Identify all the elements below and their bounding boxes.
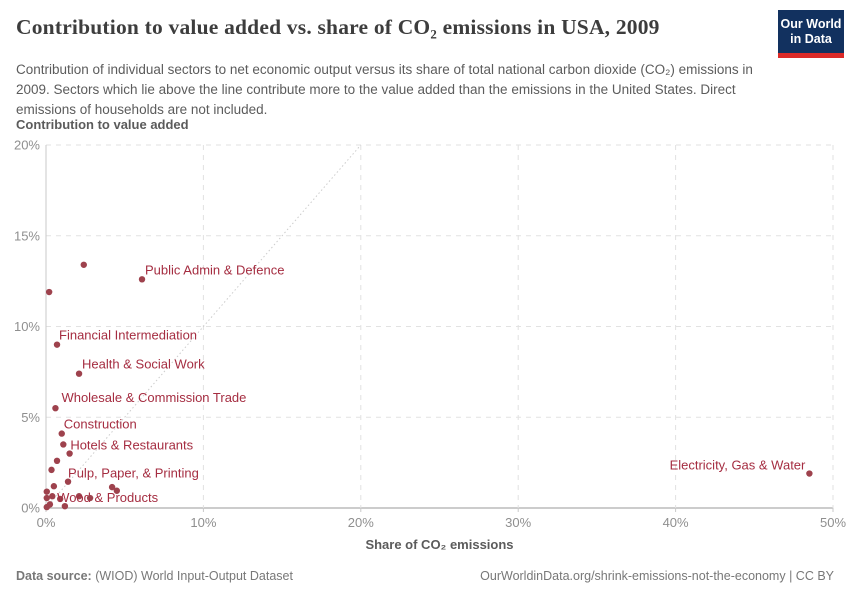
scatter-point[interactable] bbox=[64, 478, 72, 485]
point-label: Financial Intermediation bbox=[59, 328, 197, 343]
scatter-point[interactable] bbox=[75, 493, 83, 500]
x-axis-title: Share of CO₂ emissions bbox=[365, 537, 514, 552]
point-label: Public Admin & Defence bbox=[145, 262, 284, 277]
scatter-point[interactable] bbox=[45, 288, 53, 296]
point-label: Construction bbox=[64, 417, 137, 432]
scatter-point[interactable] bbox=[50, 483, 58, 490]
owid-logo-line2: in Data bbox=[790, 32, 832, 46]
point-label: Electricity, Gas & Water bbox=[670, 458, 806, 473]
equality-diagonal-line bbox=[45, 144, 362, 509]
scatter-point[interactable] bbox=[80, 261, 87, 268]
owid-logo-line1: Our World bbox=[780, 17, 842, 31]
scatter-point[interactable] bbox=[806, 470, 813, 477]
x-tick-label: 10% bbox=[190, 515, 216, 530]
point-label: Wood & Products bbox=[57, 490, 158, 505]
x-tick-label: 0% bbox=[37, 515, 56, 530]
scatter-point[interactable] bbox=[58, 430, 65, 437]
y-tick-label: 5% bbox=[21, 410, 40, 425]
scatter-point[interactable] bbox=[60, 441, 67, 448]
point-label: Health & Social Work bbox=[82, 357, 205, 372]
point-label: Hotels & Restaurants bbox=[70, 437, 193, 452]
chart-subtitle: Contribution of individual sectors to ne… bbox=[16, 62, 753, 117]
scatter-point[interactable] bbox=[66, 450, 73, 457]
scatter-point[interactable] bbox=[86, 494, 94, 502]
scatter-point[interactable] bbox=[43, 503, 50, 511]
credit-link[interactable]: OurWorldinData.org/shrink-emissions-not-… bbox=[480, 569, 834, 583]
scatter-point[interactable] bbox=[52, 404, 59, 412]
data-source-text: (WIOD) World Input-Output Dataset bbox=[91, 569, 293, 583]
scatter-point[interactable] bbox=[48, 466, 55, 474]
scatter-point[interactable] bbox=[75, 370, 83, 377]
owid-logo[interactable]: Our World in Data bbox=[778, 10, 844, 58]
data-source-label: Data source: bbox=[16, 569, 92, 583]
chart-footer: Data source: (WIOD) World Input-Output D… bbox=[16, 569, 834, 583]
scatter-point[interactable] bbox=[113, 487, 121, 494]
scatter-point[interactable] bbox=[49, 493, 56, 500]
y-tick-label: 10% bbox=[14, 319, 40, 334]
scatter-point[interactable] bbox=[61, 502, 69, 510]
scatter-point[interactable] bbox=[56, 495, 64, 503]
point-label: Wholesale & Commission Trade bbox=[61, 390, 246, 405]
scatter-point[interactable] bbox=[138, 276, 146, 283]
x-tick-label: 50% bbox=[820, 515, 846, 530]
scatter-point[interactable] bbox=[53, 457, 61, 465]
scatter-point[interactable] bbox=[53, 341, 61, 348]
y-axis-title: Contribution to value added bbox=[16, 117, 189, 132]
scatter-point[interactable] bbox=[43, 494, 50, 502]
point-label: Pulp, Paper, & Printing bbox=[68, 466, 199, 481]
y-tick-label: 0% bbox=[21, 501, 40, 516]
scatter-point[interactable] bbox=[43, 488, 50, 495]
y-tick-label: 20% bbox=[14, 138, 40, 153]
y-tick-label: 15% bbox=[14, 228, 40, 243]
chart-title: Contribution to value added vs. share of… bbox=[16, 15, 660, 39]
x-tick-label: 40% bbox=[663, 515, 689, 530]
x-tick-label: 20% bbox=[348, 515, 374, 530]
x-tick-label: 30% bbox=[505, 515, 531, 530]
scatter-point[interactable] bbox=[108, 483, 116, 491]
data-source: Data source: (WIOD) World Input-Output D… bbox=[16, 569, 293, 583]
